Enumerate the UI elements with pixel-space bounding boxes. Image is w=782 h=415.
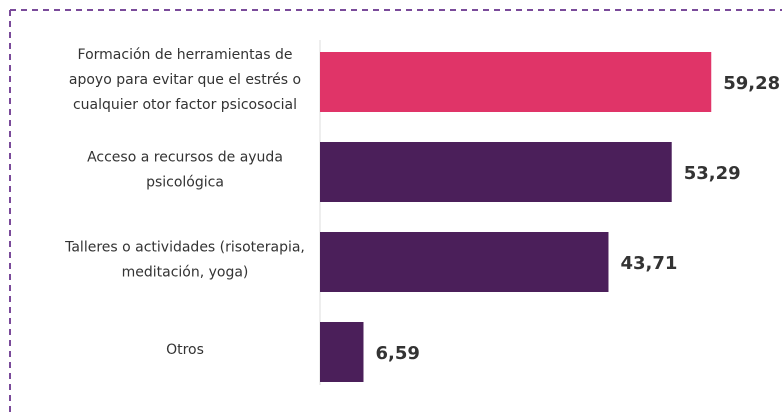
bar [320,232,609,292]
category-label: Acceso a recursos de ayuda [87,150,283,166]
category-label: cualquier otor factor psicosocial [73,97,297,113]
category-label: apoyo para evitar que el estrés o [69,72,301,88]
value-label: 43,71 [620,253,677,274]
value-label: 53,29 [684,163,741,184]
bar [320,52,712,112]
value-label: 6,59 [375,343,419,364]
value-label: 59,28 [723,73,780,94]
category-label: Formación de herramientas de [78,47,293,63]
dashed-frame [9,9,782,415]
bar [320,322,364,382]
category-label: meditación, yoga) [122,265,249,281]
category-label: Talleres o actividades (risoterapia, [64,240,305,256]
category-label: psicológica [146,175,224,191]
category-label: Otros [166,342,204,358]
bar [320,142,672,202]
